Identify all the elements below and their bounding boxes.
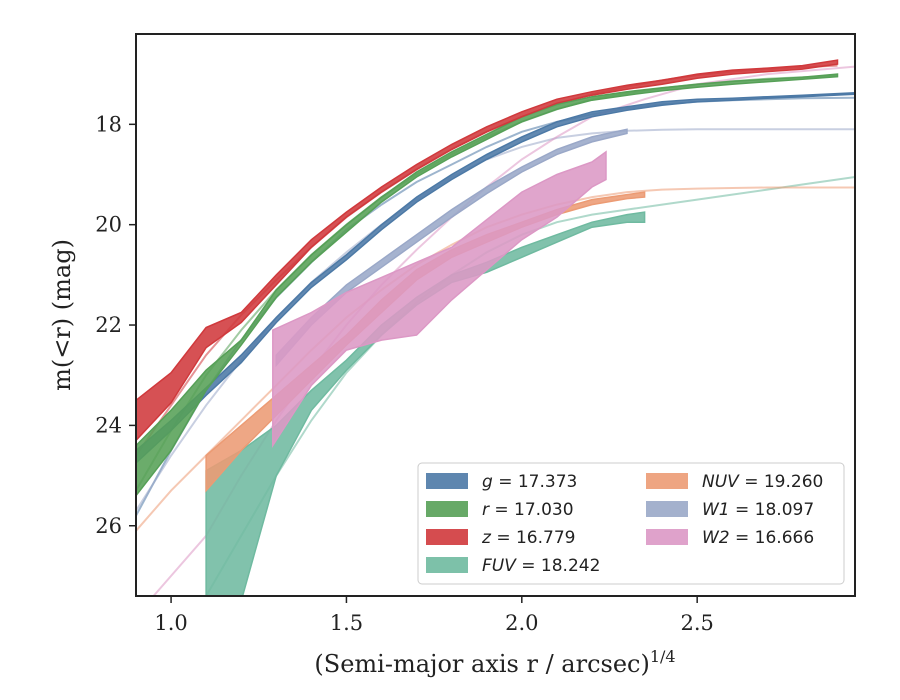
band-g xyxy=(136,91,855,465)
band-r xyxy=(136,73,839,497)
legend-swatch-w1 xyxy=(646,501,688,517)
x-tick-label: 2.5 xyxy=(680,611,713,635)
legend-swatch-r xyxy=(426,501,468,517)
axis-ticks: 1.0 1.5 2.0 2.5 18 20 22 24 26 xyxy=(95,112,714,635)
plot-frame xyxy=(135,33,856,597)
legend-label-g: g = 17.373 xyxy=(482,472,577,492)
x-tick-label: 1.5 xyxy=(330,611,363,635)
legend-label-nuv: NUV = 19.260 xyxy=(702,472,823,492)
x-tick-label: 1.0 xyxy=(154,611,187,635)
legend-swatch-nuv xyxy=(646,473,688,489)
legend-swatch-w2 xyxy=(646,529,688,545)
y-axis-label: m(<r) (mag) xyxy=(48,239,76,391)
legend-label-w1: W1 = 18.097 xyxy=(702,500,814,520)
y-tick-label: 26 xyxy=(95,514,122,538)
y-tick-label: 18 xyxy=(95,112,122,136)
y-tick-label: 22 xyxy=(95,313,122,337)
legend-box xyxy=(417,462,845,585)
legend-swatch-z xyxy=(426,529,468,545)
band-w1 xyxy=(275,128,628,368)
legend-label-w2: W2 = 16.666 xyxy=(702,528,814,548)
legend-label-fuv: FUV = 18.242 xyxy=(482,556,600,576)
legend-swatch-fuv xyxy=(426,557,468,573)
y-tick-label: 20 xyxy=(95,213,122,237)
x-axis-label: (Semi-major axis r / arcsec)1/4 xyxy=(314,647,675,678)
y-tick-label: 24 xyxy=(95,413,122,437)
legend: g = 17.373 r = 17.030 z = 16.779 FUV = 18.2… xyxy=(417,462,845,585)
plot-area xyxy=(136,59,855,596)
x-tick-label: 2.0 xyxy=(505,611,538,635)
band-w2 xyxy=(272,150,607,449)
legend-label-r: r = 17.030 xyxy=(482,500,574,520)
legend-label-z: z = 16.779 xyxy=(481,528,575,548)
legend-swatch-g xyxy=(426,473,468,489)
band-z xyxy=(136,59,839,442)
